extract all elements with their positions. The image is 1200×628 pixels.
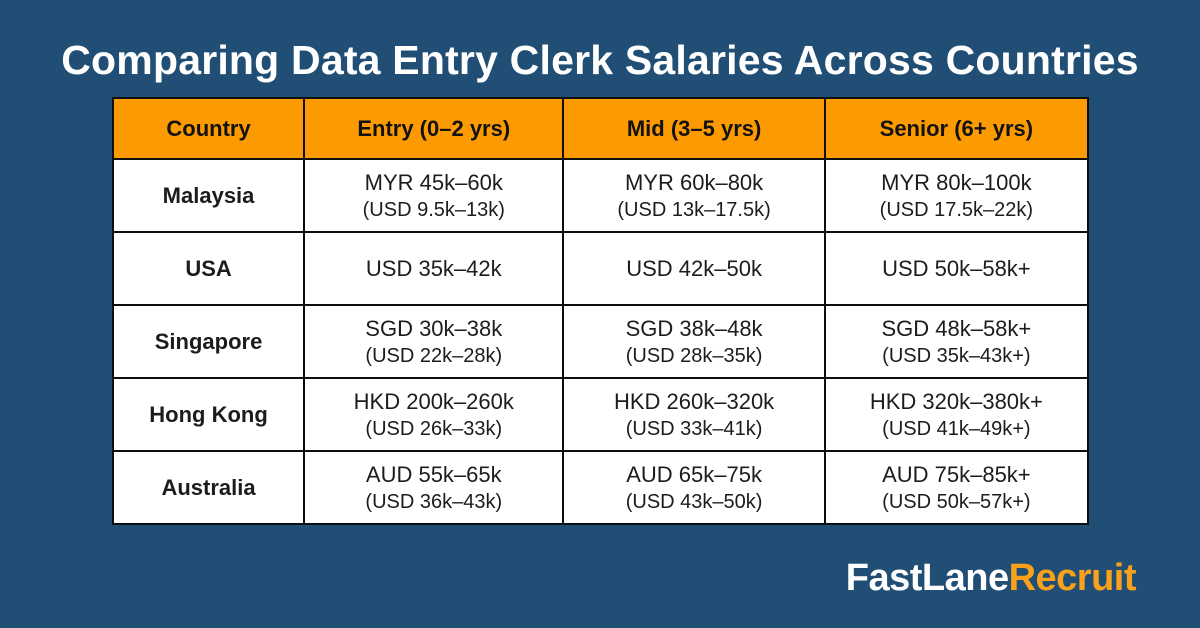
salary-usd: (USD 35k–43k+): [882, 344, 1031, 367]
salary-local: HKD 200k–260k: [353, 388, 514, 414]
country-label: Malaysia: [111, 158, 306, 233]
salary-usd: (USD 43k–50k): [625, 490, 763, 513]
salary-usd: (USD 26k–33k): [365, 417, 503, 440]
header-senior: Senior (6+ yrs): [823, 97, 1090, 160]
country-label: Australia: [111, 450, 306, 525]
salary-cell-malaysia-entry: MYR 45k–60k (USD 9.5k–13k): [303, 158, 565, 233]
table-header-row: Country Entry (0–2 yrs) Mid (3–5 yrs) Se…: [111, 97, 1090, 160]
salary-local: HKD 260k–320k: [613, 388, 775, 414]
header-entry: Entry (0–2 yrs): [303, 97, 565, 160]
salary-cell-usa-senior: USD 50k–58k+: [823, 231, 1090, 306]
salary-cell-australia-senior: AUD 75k–85k+ (USD 50k–57k+): [823, 450, 1090, 525]
salary-usd: (USD 36k–43k): [365, 490, 503, 513]
table-row-usa: USA USD 35k–42k USD 42k–50k USD 50k–58k+: [111, 231, 1090, 306]
salary-local: SGD 30k–38k: [365, 315, 503, 341]
salary-usd: (USD 17.5k–22k): [879, 198, 1034, 221]
salary-local: MYR 80k–100k: [881, 169, 1032, 195]
salary-usd: (USD 13k–17.5k): [617, 198, 771, 221]
salary-cell-usa-entry: USD 35k–42k: [303, 231, 565, 306]
header-country: Country: [111, 97, 306, 160]
salary-cell-singapore-mid: SGD 38k–48k (USD 28k–35k): [562, 304, 826, 379]
salary-cell-hong-kong-senior: HKD 320k–380k+ (USD 41k–49k+): [823, 377, 1090, 452]
salary-local: MYR 60k–80k: [624, 169, 764, 195]
salary-local: AUD 75k–85k+: [882, 461, 1031, 487]
logo-text-fastlane: FastLane: [845, 557, 1009, 599]
salary-local: HKD 320k–380k+: [869, 388, 1043, 414]
salary-local: USD 42k–50k: [626, 256, 762, 281]
salary-local: SGD 48k–58k+: [881, 315, 1032, 341]
salary-local: AUD 55k–65k: [365, 461, 502, 487]
table-row-hong-kong: Hong Kong HKD 200k–260k (USD 26k–33k) HK…: [111, 377, 1090, 452]
salary-cell-australia-mid: AUD 65k–75k (USD 43k–50k): [562, 450, 826, 525]
salary-cell-australia-entry: AUD 55k–65k (USD 36k–43k): [303, 450, 565, 525]
country-label: Singapore: [111, 304, 306, 379]
country-label: USA: [111, 231, 306, 306]
salary-local: USD 35k–42k: [365, 256, 502, 281]
salary-cell-usa-mid: USD 42k–50k: [562, 231, 826, 306]
table-row-australia: Australia AUD 55k–65k (USD 36k–43k) AUD …: [111, 450, 1090, 525]
salary-cell-hong-kong-mid: HKD 260k–320k (USD 33k–41k): [562, 377, 826, 452]
salary-cell-singapore-entry: SGD 30k–38k (USD 22k–28k): [303, 304, 565, 379]
salary-usd: (USD 22k–28k): [365, 344, 503, 367]
header-mid: Mid (3–5 yrs): [562, 97, 826, 160]
salary-cell-malaysia-senior: MYR 80k–100k (USD 17.5k–22k): [823, 158, 1090, 233]
table-row-singapore: Singapore SGD 30k–38k (USD 22k–28k) SGD …: [111, 304, 1090, 379]
fastlanerecruit-logo: FastLaneRecruit: [845, 557, 1137, 599]
salary-local: MYR 45k–60k: [364, 169, 503, 195]
salary-cell-singapore-senior: SGD 48k–58k+ (USD 35k–43k+): [823, 304, 1090, 379]
salary-local: AUD 65k–75k: [626, 461, 762, 487]
salary-cell-malaysia-mid: MYR 60k–80k (USD 13k–17.5k): [562, 158, 826, 233]
salary-usd: (USD 33k–41k): [625, 417, 763, 440]
salary-table: Country Entry (0–2 yrs) Mid (3–5 yrs) Se…: [111, 97, 1090, 525]
salary-cell-hong-kong-entry: HKD 200k–260k (USD 26k–33k): [303, 377, 565, 452]
salary-local: USD 50k–58k+: [882, 256, 1031, 281]
salary-usd: (USD 9.5k–13k): [362, 198, 505, 221]
salary-local: SGD 38k–48k: [625, 315, 763, 341]
page-title: Comparing Data Entry Clerk Salaries Acro…: [61, 37, 1139, 83]
table-row-malaysia: Malaysia MYR 45k–60k (USD 9.5k–13k) MYR …: [111, 158, 1090, 233]
salary-usd: (USD 50k–57k+): [882, 490, 1031, 513]
logo-text-recruit: Recruit: [1008, 557, 1137, 599]
salary-usd: (USD 41k–49k+): [882, 417, 1031, 440]
salary-usd: (USD 28k–35k): [625, 344, 763, 367]
country-label: Hong Kong: [111, 377, 306, 452]
